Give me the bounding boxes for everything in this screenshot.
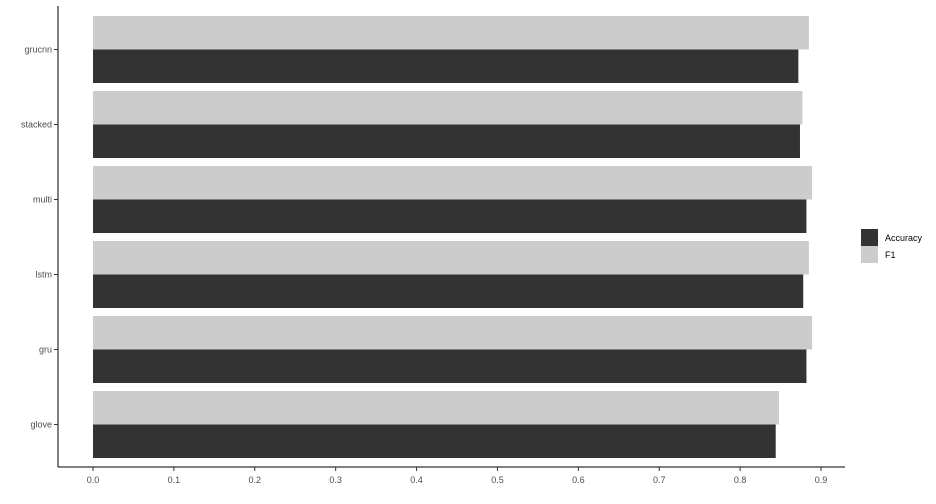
x-tick-label-4: 0.4 [410, 475, 423, 485]
bar-f1-multi [93, 166, 813, 200]
legend-label-accuracy: Accuracy [885, 233, 923, 243]
bar-f1-stacked [93, 91, 803, 125]
x-tick-label-8: 0.8 [734, 475, 747, 485]
bar-f1-glove [93, 391, 779, 425]
bar-accuracy-grucnn [93, 49, 799, 83]
x-tick-label-9: 0.9 [815, 475, 828, 485]
x-tick-label-2: 0.2 [249, 475, 262, 485]
bar-accuracy-stacked [93, 124, 800, 158]
y-tick-label-multi: multi [33, 195, 52, 205]
bar-accuracy-lstm [93, 274, 804, 308]
legend: Accuracy F1 [861, 229, 923, 263]
y-tick-label-lstm: lstm [36, 270, 53, 280]
y-axis-ticks: grucnn stacked multi lstm gru glove [21, 45, 58, 430]
x-tick-label-5: 0.5 [491, 475, 504, 485]
x-tick-label-1: 0.1 [168, 475, 181, 485]
bar-accuracy-glove [93, 424, 776, 458]
bars-group [93, 16, 813, 458]
legend-swatch-f1 [861, 246, 878, 263]
y-tick-label-grucnn: grucnn [24, 45, 52, 55]
y-tick-label-stacked: stacked [21, 120, 52, 130]
x-tick-label-0: 0.0 [87, 475, 100, 485]
x-tick-label-7: 0.7 [653, 475, 666, 485]
legend-label-f1: F1 [885, 250, 896, 260]
legend-swatch-accuracy [861, 229, 878, 246]
y-tick-label-gru: gru [39, 345, 52, 355]
x-tick-label-3: 0.3 [329, 475, 342, 485]
y-tick-label-glove: glove [30, 420, 52, 430]
bar-accuracy-multi [93, 199, 807, 233]
bar-f1-grucnn [93, 16, 809, 50]
x-tick-label-6: 0.6 [572, 475, 585, 485]
bar-f1-gru [93, 316, 813, 350]
bar-f1-lstm [93, 241, 809, 275]
bar-accuracy-gru [93, 349, 807, 383]
plot-area: grucnn stacked multi lstm gru glove 0.0 0.1 0.2… [21, 6, 845, 485]
x-axis-ticks: 0.0 0.1 0.2 0.3 0.4 0.5 0.6 0.7 0.8 0.9 [87, 467, 828, 485]
